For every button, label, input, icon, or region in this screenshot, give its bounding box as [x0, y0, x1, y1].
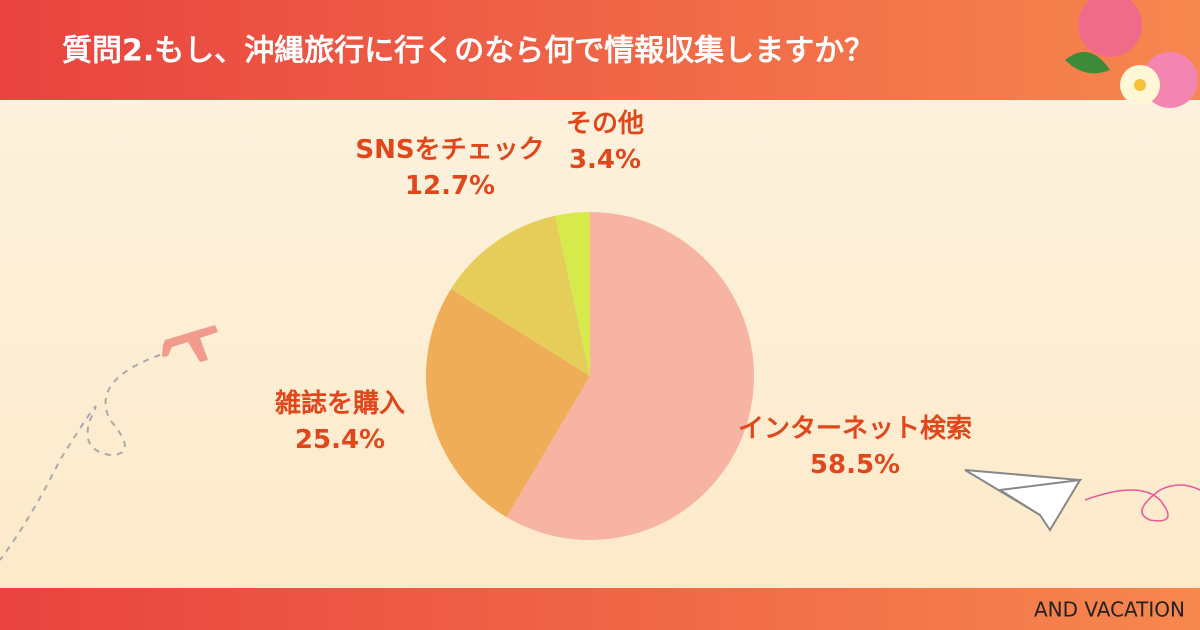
- value-label: 25.4%: [295, 425, 385, 455]
- value-label: 58.5%: [810, 450, 900, 480]
- pie-slice: [450, 215, 590, 376]
- paper-plane: [964, 469, 1083, 532]
- airplane-decoration: [162, 325, 218, 362]
- flowers: [1065, 0, 1198, 108]
- slice-label: インターネット検索: [738, 414, 972, 444]
- slice-label: 雑誌を購入: [274, 388, 405, 419]
- header-bar: [0, 0, 1200, 100]
- footer-bar: [0, 588, 1200, 630]
- footer-text: AND VACATION: [1034, 598, 1185, 622]
- string-decoration: [1084, 484, 1200, 522]
- pie-slice: [555, 212, 590, 376]
- value-label: 12.7%: [405, 171, 495, 201]
- pie-slice: [425, 288, 590, 518]
- pie-slice: [506, 212, 754, 540]
- slice-label: その他: [566, 109, 644, 139]
- slice-label: SNSをチェック: [355, 135, 544, 165]
- value-label: 3.4%: [569, 145, 641, 175]
- chart-title: 質問2.もし、沖縄旅行に行くのなら何で情報収集しますか？: [62, 34, 874, 69]
